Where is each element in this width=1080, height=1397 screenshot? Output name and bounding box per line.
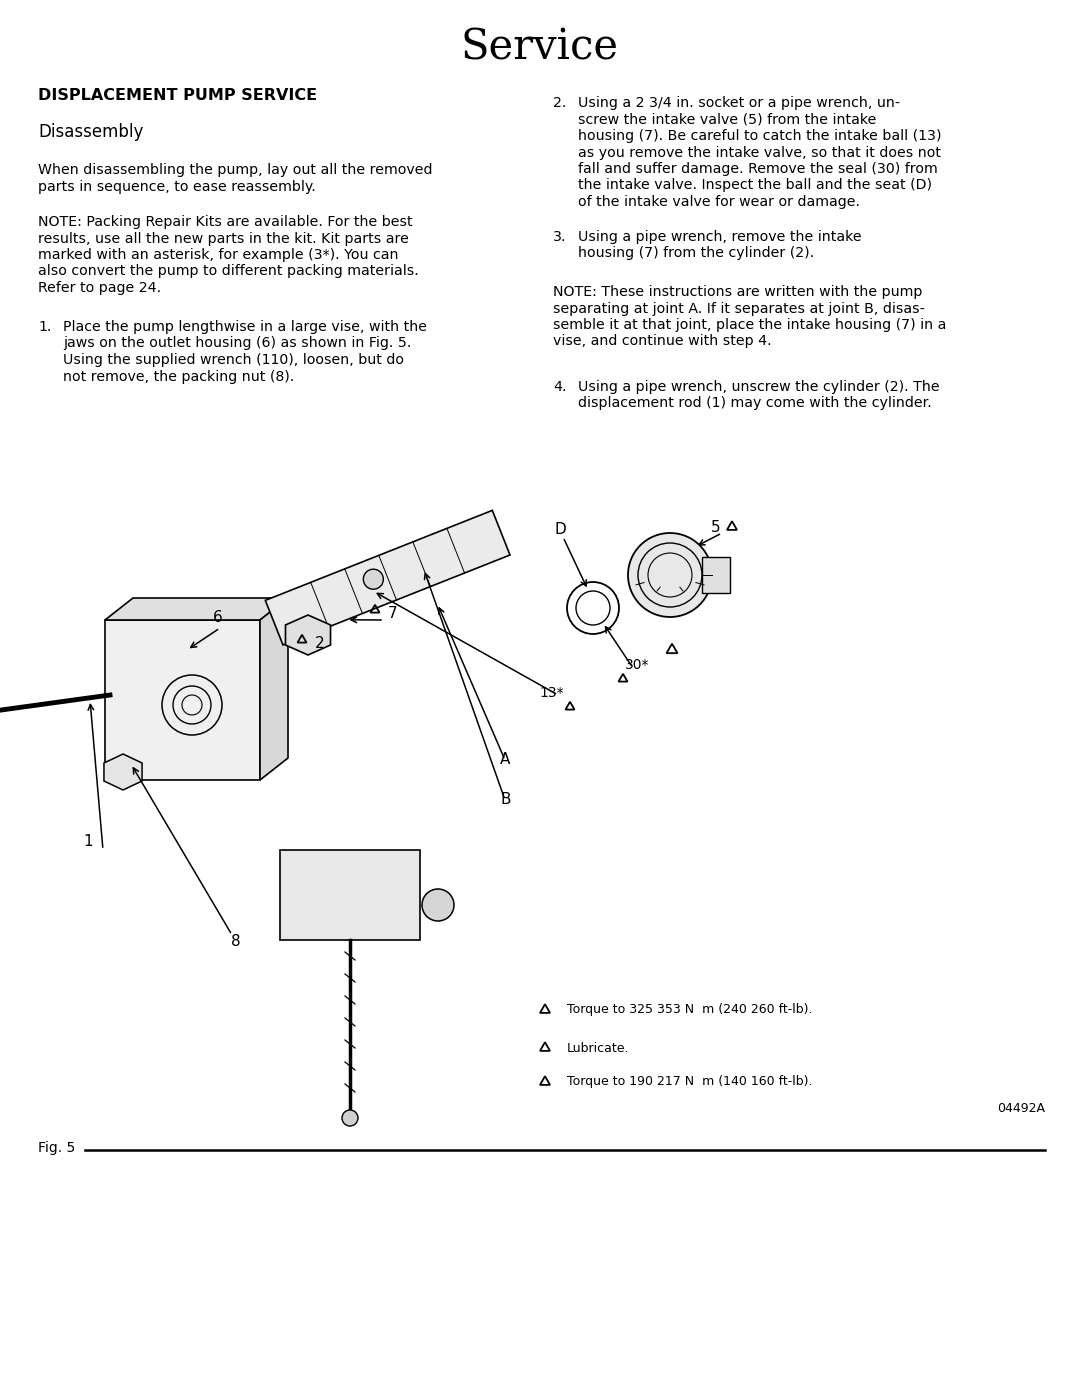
Text: parts in sequence, to ease reassembly.: parts in sequence, to ease reassembly. [38,179,315,194]
Text: Fig. 5: Fig. 5 [38,1141,76,1155]
Text: Refer to page 24.: Refer to page 24. [38,281,161,295]
Text: Using the supplied wrench (110), loosen, but do: Using the supplied wrench (110), loosen,… [63,353,404,367]
Text: 1: 1 [83,834,93,849]
Text: separating at joint A. If it separates at joint B, disas-: separating at joint A. If it separates a… [553,302,924,316]
Text: housing (7). Be careful to catch the intake ball (13): housing (7). Be careful to catch the int… [578,129,942,142]
Text: 2: 2 [315,636,325,651]
Text: Torque to 325 353 N  m (240 260 ft-lb).: Torque to 325 353 N m (240 260 ft-lb). [567,1003,812,1017]
Text: Using a 2 3/4 in. socket or a pipe wrench, un-: Using a 2 3/4 in. socket or a pipe wrenc… [578,96,900,110]
Text: 6: 6 [213,610,222,626]
Text: 8: 8 [231,935,241,950]
Text: of the intake valve for wear or damage.: of the intake valve for wear or damage. [578,196,860,210]
Polygon shape [105,620,260,780]
Circle shape [363,569,383,590]
Text: as you remove the intake valve, so that it does not: as you remove the intake valve, so that … [578,145,941,159]
Text: B: B [500,792,511,807]
Text: 2.: 2. [553,96,566,110]
Circle shape [342,1111,357,1126]
Text: D: D [554,522,566,538]
FancyBboxPatch shape [702,557,730,592]
Text: NOTE: These instructions are written with the pump: NOTE: These instructions are written wit… [553,285,922,299]
Text: A: A [500,753,511,767]
Polygon shape [105,598,288,620]
Polygon shape [280,849,420,940]
Text: marked with an asterisk, for example (3*). You can: marked with an asterisk, for example (3*… [38,249,399,263]
Circle shape [422,888,454,921]
Text: DISPLACEMENT PUMP SERVICE: DISPLACEMENT PUMP SERVICE [38,88,318,103]
Text: the intake valve. Inspect the ball and the seat (D): the intake valve. Inspect the ball and t… [578,179,932,193]
Polygon shape [260,598,288,780]
Polygon shape [285,615,330,655]
Polygon shape [104,754,143,789]
Text: Place the pump lengthwise in a large vise, with the: Place the pump lengthwise in a large vis… [63,320,427,334]
Circle shape [627,534,712,617]
Text: Lubricate.: Lubricate. [567,1042,630,1055]
Text: displacement rod (1) may come with the cylinder.: displacement rod (1) may come with the c… [578,397,932,411]
Text: fall and suffer damage. Remove the seal (30) from: fall and suffer damage. Remove the seal … [578,162,937,176]
Text: 4.: 4. [553,380,567,394]
Text: semble it at that joint, place the intake housing (7) in a: semble it at that joint, place the intak… [553,319,946,332]
Text: 30*: 30* [625,658,649,672]
Text: 04492A: 04492A [997,1101,1045,1115]
Text: housing (7) from the cylinder (2).: housing (7) from the cylinder (2). [578,246,814,260]
Polygon shape [266,510,510,645]
Text: 1.: 1. [38,320,52,334]
Text: vise, and continue with step 4.: vise, and continue with step 4. [553,334,771,348]
Text: Using a pipe wrench, remove the intake: Using a pipe wrench, remove the intake [578,231,862,244]
Text: not remove, the packing nut (8).: not remove, the packing nut (8). [63,369,294,384]
Text: 3.: 3. [553,231,567,244]
Text: NOTE: Packing Repair Kits are available. For the best: NOTE: Packing Repair Kits are available.… [38,215,413,229]
Text: results, use all the new parts in the kit. Kit parts are: results, use all the new parts in the ki… [38,232,409,246]
Text: Service: Service [461,27,619,68]
Text: 7: 7 [388,605,397,620]
Text: Disassembly: Disassembly [38,123,144,141]
Text: also convert the pump to different packing materials.: also convert the pump to different packi… [38,264,419,278]
Text: 13*: 13* [539,686,564,700]
Text: Torque to 190 217 N  m (140 160 ft-lb).: Torque to 190 217 N m (140 160 ft-lb). [567,1076,812,1088]
Text: 5: 5 [711,521,720,535]
Text: Using a pipe wrench, unscrew the cylinder (2). The: Using a pipe wrench, unscrew the cylinde… [578,380,940,394]
Text: When disassembling the pump, lay out all the removed: When disassembling the pump, lay out all… [38,163,432,177]
Text: screw the intake valve (5) from the intake: screw the intake valve (5) from the inta… [578,113,876,127]
Text: jaws on the outlet housing (6) as shown in Fig. 5.: jaws on the outlet housing (6) as shown … [63,337,411,351]
